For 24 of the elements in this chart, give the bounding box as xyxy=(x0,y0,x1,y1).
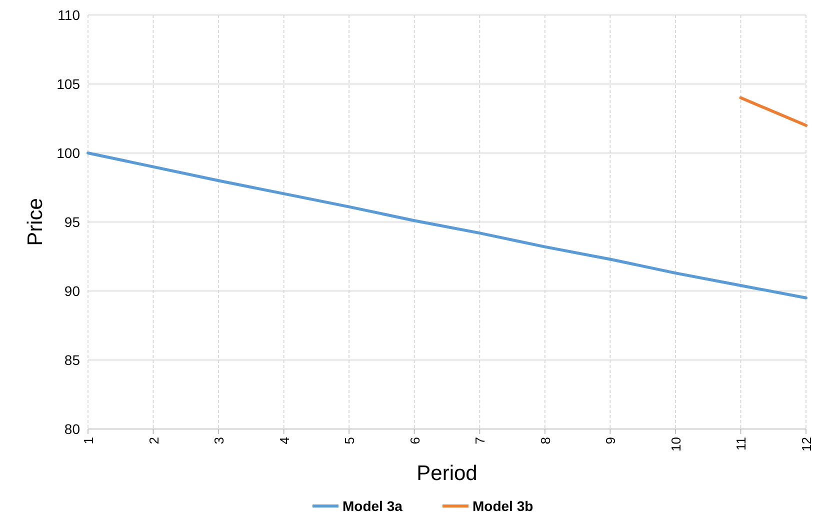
x-tick-label: 11 xyxy=(734,437,749,450)
line-series xyxy=(86,152,808,300)
y-tick-label: 95 xyxy=(64,214,80,230)
y-axis-title: Price xyxy=(24,198,47,246)
legend-label: Model 3a xyxy=(342,498,403,514)
y-tick-label: 100 xyxy=(56,145,80,161)
x-tick-label: 8 xyxy=(538,437,553,444)
y-tick-label: 80 xyxy=(64,421,80,437)
y-tick-label: 105 xyxy=(56,76,80,92)
x-tick-label: 1 xyxy=(81,437,96,444)
x-tick-label: 10 xyxy=(668,437,684,452)
x-tick-label: 4 xyxy=(276,437,292,444)
x-tick-label: 6 xyxy=(407,437,422,444)
y-tick-label: 85 xyxy=(64,352,80,368)
y-tick-label: 110 xyxy=(58,7,80,23)
x-axis-title: Period xyxy=(416,462,478,485)
legend-label: Model 3b xyxy=(472,498,534,514)
y-tick-label: 90 xyxy=(64,283,80,299)
x-tick-label: 3 xyxy=(212,437,227,444)
x-tick-label: 9 xyxy=(603,437,618,444)
x-tick-label: 12 xyxy=(799,437,814,452)
x-tick-label: 5 xyxy=(342,437,358,444)
x-tick-label: 7 xyxy=(472,437,488,444)
x-tick-label: 2 xyxy=(146,437,162,444)
